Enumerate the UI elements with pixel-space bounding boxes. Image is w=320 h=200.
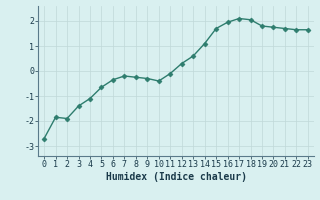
X-axis label: Humidex (Indice chaleur): Humidex (Indice chaleur) — [106, 172, 246, 182]
